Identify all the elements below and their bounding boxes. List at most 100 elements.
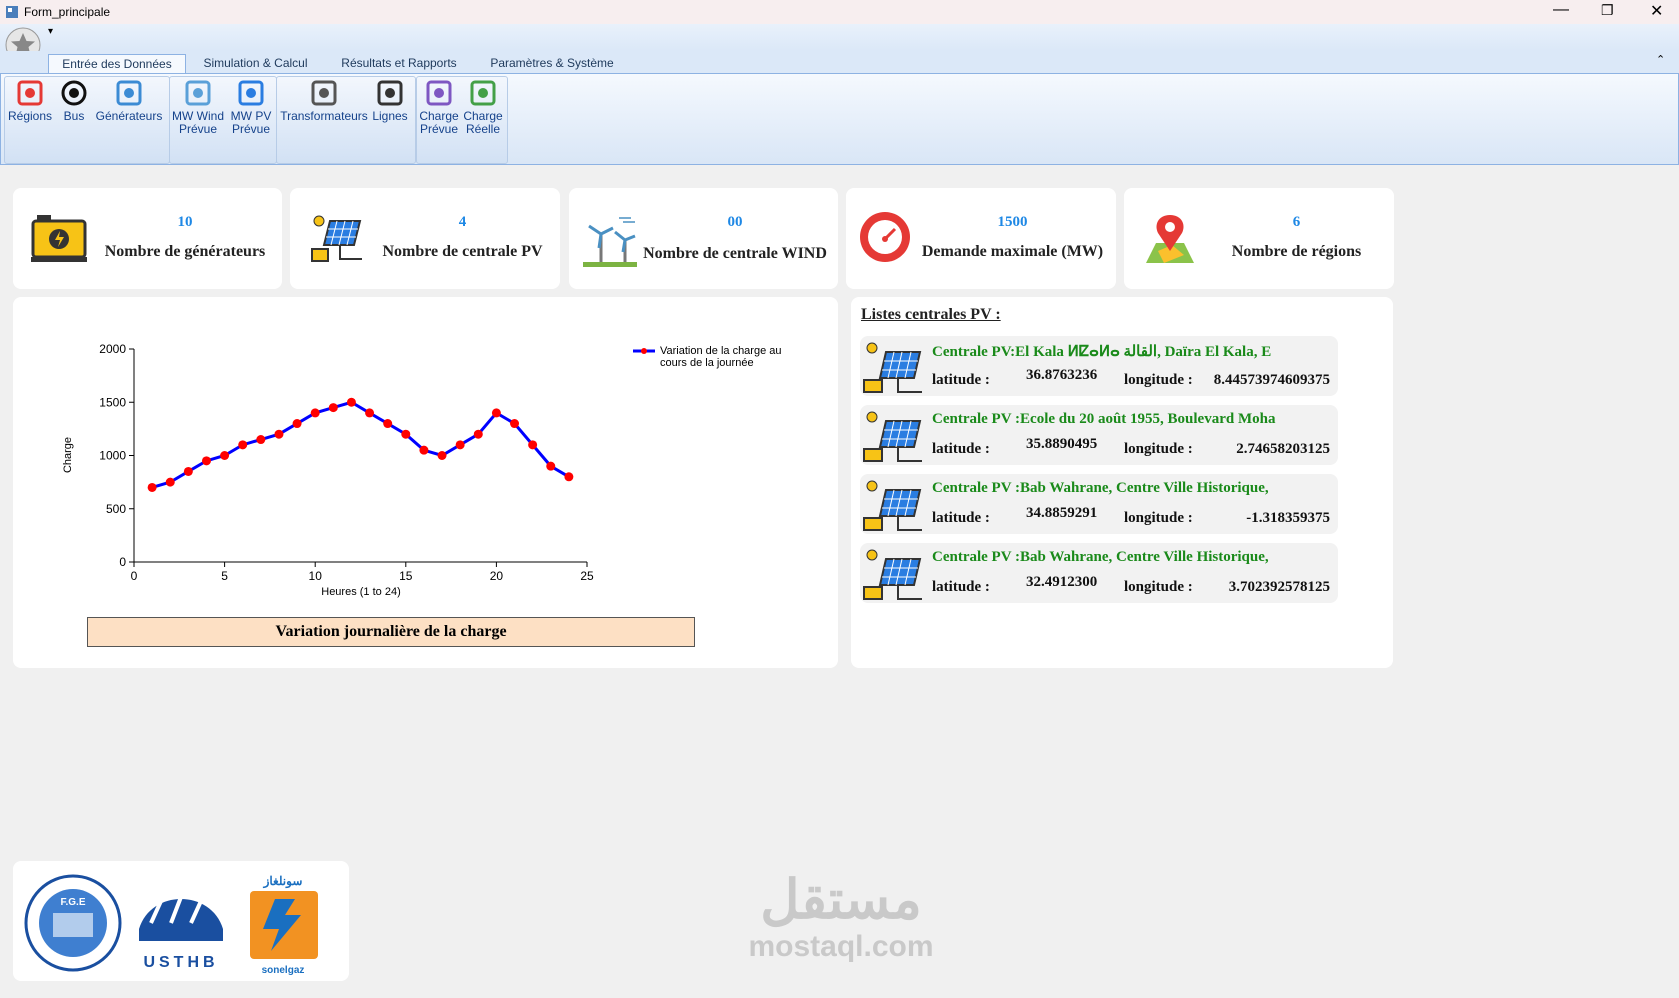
ribbon-button[interactable]: Lignes [369,78,411,123]
ribbon-button[interactable]: Charge Prévue [419,78,459,136]
latitude-label: latitude : [932,372,990,388]
data-point [201,456,211,466]
x-tick-label: 20 [490,569,504,583]
ribbon-tab[interactable]: Résultats et Rapports [341,56,457,70]
latitude-label: latitude : [932,510,990,526]
latitude-value: 36.8763236 [1026,367,1098,383]
ribbon-button[interactable]: Bus [57,78,91,123]
button-label: Charge Réelle [463,109,503,136]
button-icon [116,80,142,106]
solar-icon [863,480,922,531]
data-point [256,435,266,445]
quick-access: ▾ [0,24,1679,63]
y-tick-label: 500 [106,502,126,516]
y-axis-label: Charge [62,437,74,473]
data-point [165,477,175,487]
pv-panel: Listes centrales PV : Centrale PV:El Kal… [851,297,1393,668]
button-label: Générateurs [95,109,163,123]
ribbon-tab[interactable]: Paramètres & Système [490,56,614,70]
longitude-value: 3.702392578125 [1228,579,1330,595]
data-point [546,461,556,471]
button-label: MW Wind Prévue [172,109,224,136]
button-icon [17,80,43,106]
watermark: مستقل mostaql.com [736,870,946,964]
data-point [455,440,465,450]
x-tick-label: 15 [399,569,413,583]
ribbon-button[interactable]: Régions [7,78,53,123]
data-point [365,408,375,418]
x-tick-label: 25 [580,569,594,583]
y-tick-label: 0 [119,555,126,569]
card-value: 00 [727,214,743,230]
data-point [220,451,230,460]
fge-logo: F.G.E [24,874,122,972]
sonelgaz-logo: سونلغاز sonelgaz [250,874,318,976]
ribbon-tab[interactable]: Simulation & Calcul [203,56,308,70]
pv-item: Centrale PV :Ecole du 20 août 1955, Boul… [860,405,1338,465]
x-tick-label: 0 [131,569,138,583]
latitude-label: latitude : [932,579,990,595]
card: 1500 Demande maximale (MW) [846,188,1116,289]
ribbon-button[interactable]: MW PV Prévue [225,78,277,136]
logos-panel: F.G.E USTHB سونلغاز sonelgaz [13,861,349,981]
collapse-ribbon[interactable]: ⌃ [1656,54,1666,66]
pv-name: Centrale PV:El Kala ⵍⵇⴰⵍⴰ القالة, Daïra … [932,344,1272,360]
card-value: 4 [458,214,467,230]
card: 4 Nombre de centrale PV [290,188,560,289]
button-icon [311,80,337,106]
data-point [564,472,574,482]
ribbon-tab[interactable]: Entrée des Données [48,54,186,74]
data-point [491,408,501,418]
usthb-logo: USTHB [139,896,223,971]
y-tick-label: 2000 [99,342,126,356]
pv-item: Centrale PV:El Kala ⵍⵇⴰⵍⴰ القالة, Daïra … [860,336,1338,396]
pv-item: Centrale PV :Bab Wahrane, Centre Ville H… [860,474,1338,534]
latitude-value: 32.4912300 [1026,574,1098,590]
data-point [419,445,429,455]
chart: Charge Heures (1 to 24) 0 500 1000 1500 2000… [62,342,594,598]
solar-icon [863,342,922,393]
usthb-text: USTHB [143,954,218,971]
sonelgaz-ar: سونلغاز [263,874,303,889]
x-axis-label: Heures (1 to 24) [321,586,400,598]
data-point [528,440,538,450]
button-icon [185,80,211,106]
card: 10 Nombre de générateurs [13,188,282,289]
qa-dropdown[interactable]: ▾ [48,26,54,37]
ribbon-button[interactable]: MW Wind Prévue [171,78,225,136]
card-label: Demande maximale (MW) [921,243,1104,260]
button-label: Bus [63,109,85,123]
card-label: Nombre de centrale PV [382,243,543,260]
card: 6 Nombre de régions [1124,188,1394,289]
gauge-icon [860,212,910,262]
button-icon [470,80,496,106]
data-point [346,397,356,407]
data-point [310,408,320,418]
data-point [473,429,483,439]
minimize-button[interactable]: — [1553,1,1569,18]
pv-name: Centrale PV :Bab Wahrane, Centre Ville H… [932,480,1269,496]
restore-button[interactable]: ❐ [1601,2,1614,18]
watermark-latin: mostaql.com [748,930,934,963]
button-label: Transformateurs [280,109,368,123]
pv-item: Centrale PV :Bab Wahrane, Centre Ville H… [860,543,1338,603]
card: 00 Nombre de centrale WIND [569,188,838,289]
longitude-label: longitude : [1124,441,1193,457]
latitude-value: 35.8890495 [1026,436,1098,452]
ribbon-button[interactable]: Générateurs [93,78,165,123]
ribbon-button[interactable]: Charge Réelle [461,78,505,136]
chart-panel: Charge Heures (1 to 24) 0 500 1000 1500 2000… [13,297,838,668]
legend-marker [641,348,647,354]
data-point [328,403,338,413]
longitude-label: longitude : [1124,510,1193,526]
ribbon-tabs: ⌃ Entrée des Données Simulation & Calcul Ré… [0,51,1679,74]
data-point [238,440,248,450]
x-tick-label: 5 [221,569,228,583]
close-button[interactable]: ✕ [1650,3,1664,20]
y-tick-label: 1500 [99,395,126,409]
data-point [292,419,302,429]
longitude-value: 8.44573974609375 [1213,372,1330,388]
map-icon [1146,215,1194,263]
ribbon-button[interactable]: Transformateurs [279,78,369,123]
